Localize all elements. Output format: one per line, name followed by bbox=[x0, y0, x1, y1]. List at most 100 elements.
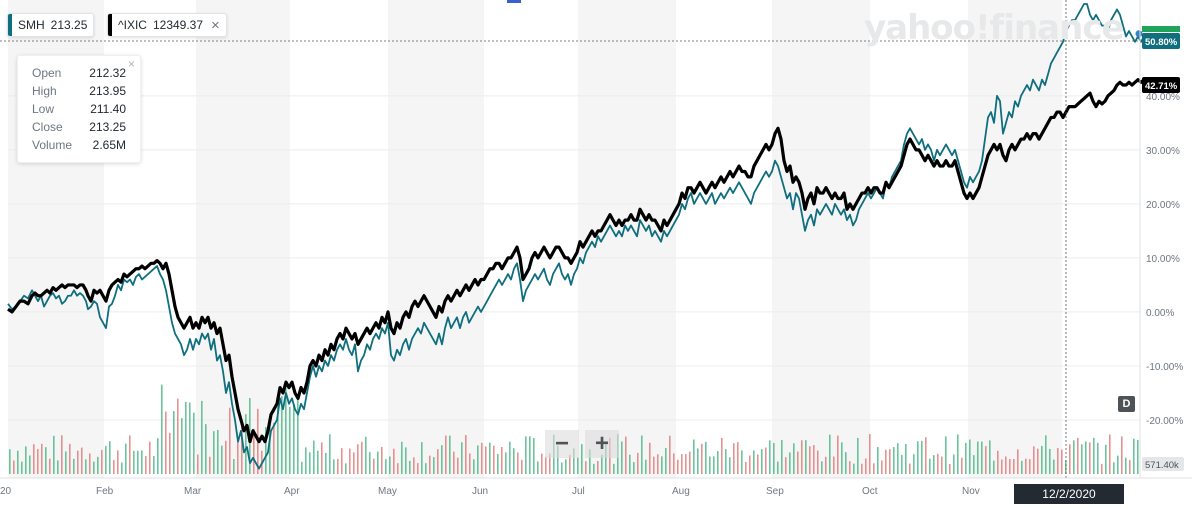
volume-bar bbox=[1049, 448, 1051, 474]
volume-bar bbox=[709, 456, 711, 474]
volume-bar bbox=[393, 448, 395, 474]
volume-bar bbox=[953, 454, 955, 474]
volume-bar bbox=[1073, 440, 1075, 474]
series-line-smh bbox=[7, 3, 1148, 470]
volume-bar bbox=[309, 452, 311, 474]
volume-bar bbox=[1033, 446, 1035, 474]
volume-bar bbox=[657, 454, 659, 474]
volume-bar bbox=[761, 449, 763, 474]
volume-bar bbox=[653, 456, 655, 474]
volume-bar bbox=[209, 456, 211, 474]
y-tick-label: 40.00% bbox=[1146, 92, 1180, 103]
volume-bar bbox=[357, 444, 359, 474]
volume-bar bbox=[1077, 437, 1079, 474]
volume-bar bbox=[985, 446, 987, 474]
zoom-out-button[interactable]: − bbox=[545, 430, 579, 458]
volume-bar bbox=[949, 463, 951, 474]
volume-bar bbox=[941, 456, 943, 474]
volume-bar bbox=[253, 428, 255, 474]
volume-bar bbox=[485, 446, 487, 474]
volume-bar bbox=[677, 459, 679, 474]
volume-bar bbox=[1053, 459, 1055, 474]
volume-bar bbox=[77, 450, 79, 474]
volume-bar bbox=[525, 436, 527, 474]
volume-bar bbox=[593, 463, 595, 474]
volume-bar bbox=[437, 449, 439, 474]
ohlc-tooltip: × Open 212.32 High 213.95 Low 211.40 Close 2… bbox=[17, 55, 141, 163]
volume-bar bbox=[809, 446, 811, 474]
volume-bar bbox=[1013, 458, 1015, 474]
volume-bar bbox=[305, 447, 307, 474]
close-icon[interactable]: × bbox=[211, 16, 220, 34]
volume-bar bbox=[1081, 444, 1083, 474]
volume-bar bbox=[285, 381, 287, 474]
volume-bar bbox=[457, 457, 459, 474]
volume-bar bbox=[145, 456, 147, 474]
smh-symbol-tag[interactable]: SMH 213.25 bbox=[7, 13, 95, 37]
volume-bar bbox=[25, 446, 27, 474]
volume-bar bbox=[921, 440, 923, 474]
volume-bar bbox=[589, 449, 591, 474]
volume-bar bbox=[665, 448, 667, 474]
volume-bar bbox=[85, 459, 87, 474]
volume-bar bbox=[321, 442, 323, 474]
volume-bar bbox=[501, 446, 503, 474]
volume-bar bbox=[933, 455, 935, 474]
volume-bar bbox=[469, 453, 471, 474]
volume-bar bbox=[713, 456, 715, 474]
smh-color-bar bbox=[8, 14, 12, 36]
volume-bar bbox=[489, 442, 491, 474]
volume-bar bbox=[121, 462, 123, 474]
tooltip-close-icon[interactable]: × bbox=[127, 57, 135, 71]
interval-d-button[interactable]: D bbox=[1118, 396, 1135, 412]
volume-bar bbox=[585, 461, 587, 474]
volume-bar bbox=[829, 434, 831, 474]
volume-bar bbox=[621, 441, 623, 474]
volume-bar bbox=[193, 412, 195, 474]
zoom-in-button[interactable]: + bbox=[585, 430, 619, 458]
volume-bar bbox=[433, 457, 435, 474]
volume-bar bbox=[221, 445, 223, 474]
volume-bar bbox=[373, 458, 375, 474]
volume-bar bbox=[497, 453, 499, 474]
volume-bar bbox=[385, 459, 387, 474]
volume-bar bbox=[201, 400, 203, 474]
volume-bar bbox=[449, 435, 451, 474]
volume-bar bbox=[177, 398, 179, 474]
volume-bar bbox=[625, 436, 627, 474]
volume-bar bbox=[1061, 449, 1063, 474]
volume-bar bbox=[377, 451, 379, 474]
volume-bar bbox=[461, 442, 463, 474]
volume-bar bbox=[505, 452, 507, 474]
ixic-symbol-tag[interactable]: ^IXIC 12349.37 × bbox=[107, 13, 227, 37]
volume-bar bbox=[53, 435, 55, 474]
smh-price: 213.25 bbox=[50, 18, 88, 32]
volume-bar bbox=[389, 456, 391, 474]
volume-bar bbox=[241, 424, 243, 474]
volume-bar bbox=[1025, 458, 1027, 474]
ixic-price: 12349.37 bbox=[152, 18, 204, 32]
volume-bar bbox=[1101, 463, 1103, 474]
x-tick-label: Jul bbox=[572, 486, 585, 497]
volume-bar bbox=[977, 441, 979, 474]
volume-bar bbox=[777, 461, 779, 474]
volume-bar bbox=[817, 450, 819, 474]
volume-bar bbox=[1037, 448, 1039, 474]
volume-bar bbox=[937, 453, 939, 474]
volume-bar bbox=[141, 450, 143, 474]
volume-bar bbox=[1125, 457, 1127, 474]
volume-bar bbox=[1105, 444, 1107, 474]
crosshair-date-label: 12/2/2020 bbox=[1014, 484, 1124, 504]
volume-bar bbox=[805, 440, 807, 474]
volume-bar bbox=[113, 459, 115, 474]
volume-label: Volume bbox=[32, 138, 73, 152]
yahoo-finance-watermark: yahoo!finance bbox=[864, 8, 1125, 48]
volume-bar bbox=[245, 414, 247, 474]
volume-bar bbox=[705, 441, 707, 474]
volume-bar bbox=[1041, 445, 1043, 474]
volume-bar bbox=[733, 443, 735, 474]
volume-axis-label: 571.40k bbox=[1145, 460, 1179, 471]
volume-bar bbox=[337, 458, 339, 474]
